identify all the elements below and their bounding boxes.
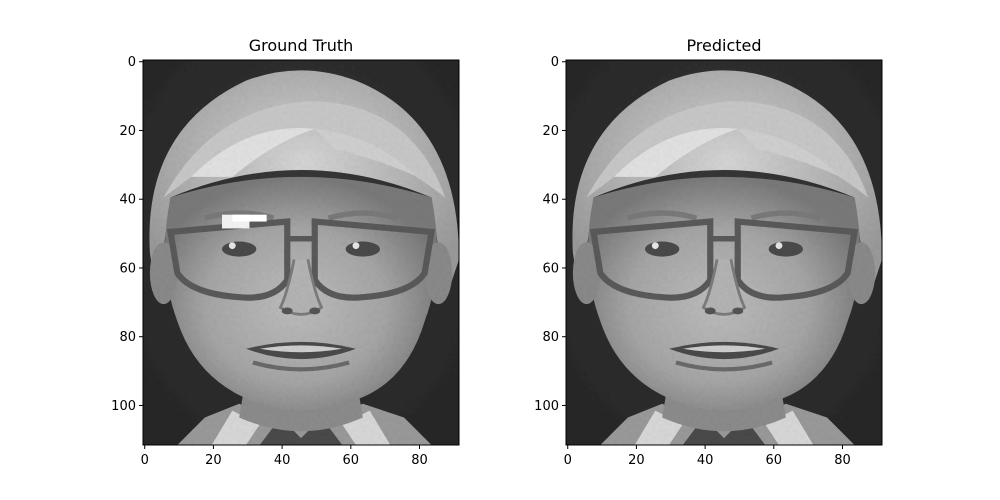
predicted-ytick-label: 60 xyxy=(542,261,559,276)
predicted-frame xyxy=(565,59,883,446)
predicted-ytick-label: 100 xyxy=(534,399,559,414)
ground-truth-ytick-label: 40 xyxy=(119,193,136,208)
ground-truth-xtick-label: 40 xyxy=(274,453,291,468)
predicted-ytick-label: 40 xyxy=(542,193,559,208)
predicted-xtick-label: 80 xyxy=(834,453,851,468)
predicted-ytick-label: 20 xyxy=(542,124,559,139)
ground-truth-ytick-label: 0 xyxy=(128,55,136,70)
predicted-image xyxy=(566,60,882,445)
ground-truth-axes: 0 20 40 60 80 0 20 40 60 80 100 Ground Truth xyxy=(111,36,460,468)
predicted-ytick-label: 80 xyxy=(542,330,559,345)
ground-truth-xtick-label: 0 xyxy=(141,453,149,468)
predicted-axes: 0 20 40 60 80 0 20 40 60 80 100 Predicted xyxy=(534,36,883,468)
ground-truth-xtick-label: 60 xyxy=(343,453,360,468)
predicted-xtick-label: 20 xyxy=(628,453,645,468)
predicted-xtick-label: 40 xyxy=(697,453,714,468)
ground-truth-title: Ground Truth xyxy=(249,36,354,55)
predicted-title: Predicted xyxy=(686,36,761,55)
ground-truth-ytick-label: 100 xyxy=(111,399,136,414)
ground-truth-ytick-label: 20 xyxy=(119,124,136,139)
predicted-xtick-label: 60 xyxy=(766,453,783,468)
ground-truth-ytick-label: 60 xyxy=(119,261,136,276)
ground-truth-ytick-label: 80 xyxy=(119,330,136,345)
ground-truth-frame xyxy=(142,59,460,446)
ground-truth-xtick-label: 80 xyxy=(411,453,428,468)
ground-truth-xtick-label: 20 xyxy=(205,453,222,468)
predicted-ytick-label: 0 xyxy=(551,55,559,70)
predicted-xtick-label: 0 xyxy=(564,453,572,468)
ground-truth-image xyxy=(143,60,459,445)
